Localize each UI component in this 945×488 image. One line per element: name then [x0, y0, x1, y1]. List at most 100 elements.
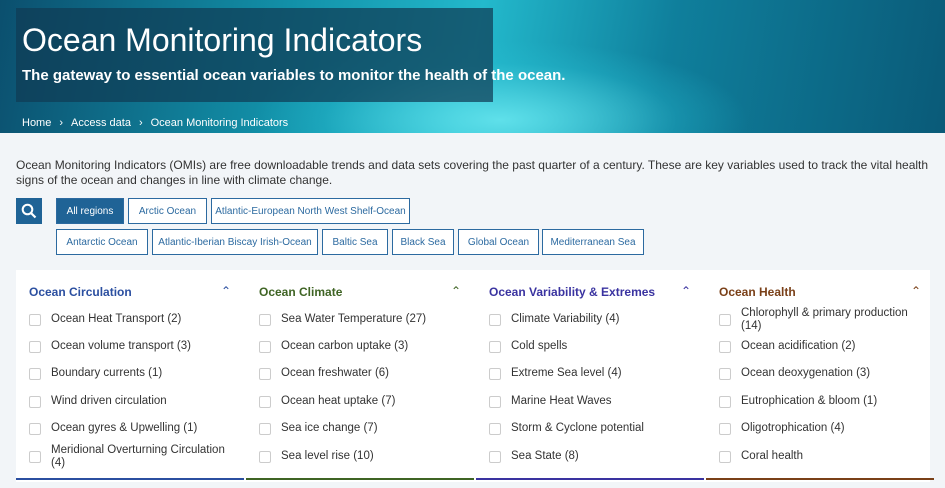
checkbox[interactable]: [489, 313, 501, 326]
category-column: Ocean Health ⌃ Chlorophyll & primary pro…: [706, 270, 935, 482]
category-item-label: Ocean heat uptake (7): [281, 395, 396, 407]
chevron-right-icon: ›: [59, 117, 64, 129]
chevron-up-icon[interactable]: ⌃: [450, 284, 461, 298]
checkbox[interactable]: [719, 395, 731, 408]
region-chip[interactable]: Mediterranean Sea: [542, 229, 644, 255]
checkbox[interactable]: [259, 422, 271, 435]
checkbox[interactable]: [489, 340, 501, 353]
category-title[interactable]: Ocean Health: [719, 285, 796, 299]
chevron-up-icon[interactable]: ⌃: [220, 284, 231, 298]
category-item[interactable]: Ocean Heat Transport (2): [29, 313, 239, 326]
category-item[interactable]: Sea level rise (10): [259, 450, 469, 463]
category-underline: [706, 478, 934, 480]
category-item[interactable]: Cold spells: [489, 340, 699, 353]
category-column: Ocean Climate ⌃ Sea Water Temperature (2…: [246, 270, 475, 482]
category-item-label: Ocean acidification (2): [741, 340, 856, 352]
category-title[interactable]: Ocean Variability & Extremes: [489, 285, 656, 299]
category-item-label: Ocean freshwater (6): [281, 367, 390, 379]
region-chip[interactable]: Atlantic-European North West Shelf-Ocean: [211, 198, 410, 224]
category-item-label: Ocean carbon uptake (3): [281, 340, 409, 352]
category-item-label: Eutrophication & bloom (1): [741, 395, 878, 407]
region-chip[interactable]: Arctic Ocean: [128, 198, 207, 224]
region-chip[interactable]: All regions: [56, 198, 124, 224]
hero-overlay: [16, 8, 493, 102]
category-item[interactable]: Chlorophyll & primary production (14): [719, 307, 929, 333]
category-underline: [476, 478, 704, 480]
category-item-label: Extreme Sea level (4): [511, 367, 622, 379]
category-item[interactable]: Extreme Sea level (4): [489, 367, 699, 380]
category-item-label: Coral health: [741, 450, 804, 462]
checkbox[interactable]: [29, 422, 41, 435]
region-chip[interactable]: Baltic Sea: [322, 229, 388, 255]
category-item-label: Climate Variability (4): [511, 313, 620, 325]
category-item[interactable]: Ocean volume transport (3): [29, 340, 239, 353]
chevron-up-icon[interactable]: ⌃: [680, 284, 691, 298]
category-column: Ocean Variability & Extremes ⌃ Climate V…: [476, 270, 705, 482]
category-item[interactable]: Oligotrophication (4): [719, 422, 929, 435]
region-chip[interactable]: Black Sea: [392, 229, 454, 255]
category-underline: [16, 478, 244, 480]
search-button[interactable]: [16, 198, 42, 224]
search-icon: [21, 203, 37, 219]
checkbox[interactable]: [489, 395, 501, 408]
category-underline: [246, 478, 474, 480]
category-item-label: Cold spells: [511, 340, 568, 352]
category-item[interactable]: Ocean acidification (2): [719, 340, 929, 353]
checkbox[interactable]: [29, 367, 41, 380]
category-item-label: Wind driven circulation: [51, 395, 167, 407]
category-item-label: Chlorophyll & primary production (14): [741, 307, 908, 332]
category-item[interactable]: Ocean gyres & Upwelling (1): [29, 422, 239, 435]
category-item-label: Ocean gyres & Upwelling (1): [51, 422, 198, 434]
category-item[interactable]: Coral health: [719, 450, 929, 463]
category-column: Ocean Circulation ⌃ Ocean Heat Transport…: [16, 270, 245, 482]
checkbox[interactable]: [259, 450, 271, 463]
region-chip[interactable]: Atlantic-Iberian Biscay Irish-Ocean: [152, 229, 318, 255]
checkbox[interactable]: [29, 395, 41, 408]
checkbox[interactable]: [719, 367, 731, 380]
category-item[interactable]: Wind driven circulation: [29, 395, 239, 408]
category-item[interactable]: Boundary currents (1): [29, 367, 239, 380]
checkbox[interactable]: [259, 367, 271, 380]
page-subtitle: The gateway to essential ocean variables…: [22, 67, 566, 84]
category-item[interactable]: Sea Water Temperature (27): [259, 313, 469, 326]
checkbox[interactable]: [259, 395, 271, 408]
category-item[interactable]: Eutrophication & bloom (1): [719, 395, 929, 408]
category-item-label: Oligotrophication (4): [741, 422, 845, 434]
category-item[interactable]: Ocean freshwater (6): [259, 367, 469, 380]
category-item-label: Ocean volume transport (3): [51, 340, 191, 352]
checkbox[interactable]: [29, 340, 41, 353]
category-item[interactable]: Marine Heat Waves: [489, 395, 699, 408]
category-item[interactable]: Storm & Cyclone potential: [489, 422, 699, 435]
chevron-right-icon: ›: [138, 117, 143, 129]
region-chip[interactable]: Antarctic Ocean: [56, 229, 148, 255]
category-item-label: Ocean deoxygenation (3): [741, 367, 871, 379]
category-item[interactable]: Ocean heat uptake (7): [259, 395, 469, 408]
checkbox[interactable]: [489, 450, 501, 463]
category-item[interactable]: Ocean carbon uptake (3): [259, 340, 469, 353]
category-item[interactable]: Ocean deoxygenation (3): [719, 367, 929, 380]
checkbox[interactable]: [259, 340, 271, 353]
checkbox[interactable]: [719, 422, 731, 435]
category-item[interactable]: Climate Variability (4): [489, 313, 699, 326]
checkbox[interactable]: [29, 451, 41, 463]
checkbox[interactable]: [29, 313, 41, 326]
category-panel: Ocean Circulation ⌃ Ocean Heat Transport…: [16, 270, 934, 482]
checkbox[interactable]: [259, 313, 271, 326]
category-item[interactable]: Sea ice change (7): [259, 422, 469, 435]
chevron-up-icon[interactable]: ⌃: [910, 284, 921, 298]
category-item-label: Boundary currents (1): [51, 367, 163, 379]
hero-banner: Ocean Monitoring Indicators The gateway …: [0, 0, 945, 133]
category-title[interactable]: Ocean Circulation: [29, 285, 132, 299]
breadcrumb-access-data[interactable]: Access data: [71, 117, 131, 129]
checkbox[interactable]: [719, 450, 731, 463]
checkbox[interactable]: [719, 314, 731, 326]
breadcrumb-home[interactable]: Home: [22, 117, 52, 129]
checkbox[interactable]: [489, 422, 501, 435]
region-chip[interactable]: Global Ocean: [458, 229, 539, 255]
category-title[interactable]: Ocean Climate: [259, 285, 343, 299]
category-item[interactable]: Meridional Overturning Circulation (4): [29, 444, 239, 470]
intro-text: Ocean Monitoring Indicators (OMIs) are f…: [16, 158, 929, 187]
checkbox[interactable]: [719, 340, 731, 353]
checkbox[interactable]: [489, 367, 501, 380]
category-item[interactable]: Sea State (8): [489, 450, 699, 463]
